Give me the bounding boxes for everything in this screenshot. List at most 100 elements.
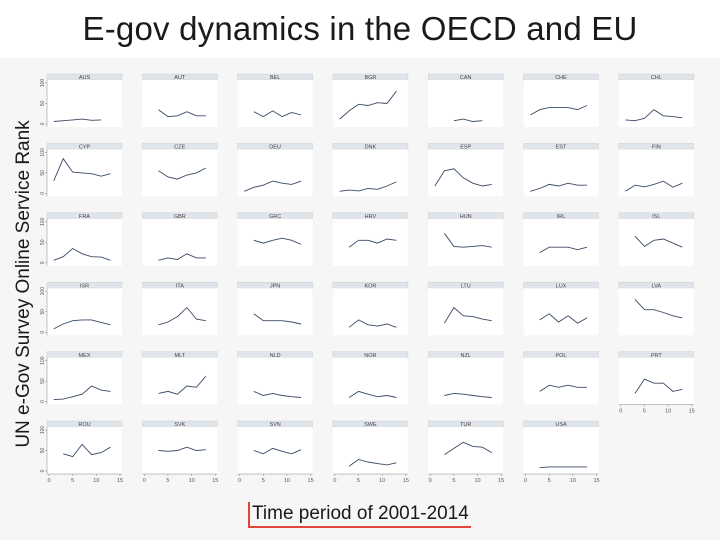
x-tick-label: 15: [403, 478, 409, 484]
x-tick-label: 0: [143, 478, 146, 484]
series-line: [53, 118, 102, 122]
panel-label: CYP: [79, 145, 91, 151]
panel-kor: KOR: [332, 281, 409, 336]
x-tick-label: 0: [238, 478, 241, 484]
panel-label: DEU: [269, 145, 281, 151]
panel-label: BGR: [364, 75, 376, 81]
panel-plot-bg: [237, 80, 313, 127]
y-tick-label: 100: [40, 356, 46, 365]
series-line: [253, 110, 302, 118]
panel-plot-bg: [47, 288, 122, 336]
panel-deu: DEU: [237, 143, 313, 197]
x-tick-label: 0: [524, 478, 527, 484]
x-tick-label: 0: [333, 478, 336, 484]
series-line: [158, 109, 206, 118]
series-line: [634, 378, 683, 394]
panel-plot-bg: [142, 357, 218, 405]
panel-plot-bg: [428, 288, 504, 336]
x-tick-label: 10: [189, 478, 195, 484]
x-tick-label: 15: [593, 478, 599, 484]
panel-bel: BEL: [237, 73, 313, 127]
panel-label: DNK: [365, 145, 377, 151]
series-line: [53, 157, 111, 182]
panel-fin: FIN: [618, 143, 695, 197]
series-line: [158, 375, 207, 395]
panel-svn: SVN 0 5 10 15: [237, 420, 314, 484]
panel-plot-bg: [142, 288, 218, 336]
panel-plot-bg: [618, 288, 694, 336]
panel-aut: AUT: [142, 73, 218, 127]
series-line: [444, 392, 492, 398]
panel-label: TUR: [460, 422, 471, 428]
panel-label: MEX: [79, 353, 91, 359]
panel-label: CHL: [651, 75, 662, 81]
panel-label: NZL: [461, 353, 471, 359]
series-line: [444, 306, 492, 324]
x-tick-label: 15: [498, 478, 504, 484]
series-line: [348, 390, 397, 398]
series-line: [530, 182, 587, 192]
y-tick-label: 0: [40, 331, 46, 334]
x-tick-label: 10: [284, 478, 290, 484]
panel-label: EST: [556, 145, 567, 151]
y-tick-label: 0: [40, 261, 46, 264]
panel-can: CAN: [427, 73, 504, 127]
panel-plot-bg: [142, 149, 218, 197]
series-line: [348, 238, 397, 248]
series-line: [253, 313, 302, 325]
panel-label: USA: [555, 422, 567, 428]
series-line: [253, 447, 302, 455]
panel-cyp: CYP 0 50 100: [40, 143, 123, 197]
panel-plot-bg: [142, 427, 218, 474]
panel-label: CZE: [174, 145, 185, 151]
panel-plot-bg: [428, 149, 504, 197]
panel-prt: PRT 0 5 10 15: [618, 351, 695, 415]
y-tick-label: 100: [40, 148, 46, 157]
panel-plot-bg: [523, 288, 599, 336]
y-tick-label: 100: [40, 426, 46, 435]
series-line: [53, 247, 111, 261]
panel-label: BEL: [270, 75, 280, 81]
x-tick-label: 0: [619, 409, 622, 415]
panel-plot-bg: [428, 218, 504, 266]
x-tick-label: 10: [93, 478, 99, 484]
series-line: [53, 319, 111, 330]
series-line: [253, 237, 302, 245]
panel-plot-bg: [523, 357, 599, 405]
series-line: [158, 167, 207, 180]
panel-label: IRL: [557, 214, 566, 220]
panel-label: SWE: [364, 422, 377, 428]
panel-plot-bg: [428, 427, 504, 474]
panel-label: JPN: [270, 283, 280, 289]
panel-label: PRT: [651, 353, 663, 359]
panel-plot-bg: [237, 427, 313, 474]
panel-irl: IRL: [523, 212, 599, 266]
panel-label: KOR: [364, 283, 376, 289]
panel-aus: AUS 0 50 100: [40, 73, 123, 127]
series-line: [625, 109, 683, 122]
series-line: [539, 246, 588, 253]
panel-plot-bg: [523, 80, 599, 127]
panel-plot-bg: [523, 427, 599, 474]
panel-label: NOR: [364, 353, 376, 359]
panel-hrv: HRV: [332, 212, 409, 266]
panel-dnk: DNK: [332, 143, 409, 197]
panel-usa: USA 0 5 10 15: [523, 420, 600, 484]
panel-chl: CHL: [618, 73, 695, 127]
panel-rou: ROU 0 50 100 0 5 10 15: [40, 420, 123, 484]
panel-plot-bg: [47, 80, 122, 127]
y-tick-label: 0: [40, 192, 46, 195]
y-tick-label: 50: [40, 170, 46, 176]
panel-bgr: BGR: [332, 73, 409, 127]
y-tick-label: 0: [40, 122, 46, 125]
series-line: [434, 168, 492, 187]
series-line: [63, 443, 111, 458]
panel-label: GBR: [174, 214, 186, 220]
series-line: [634, 235, 683, 248]
panel-label: ISR: [80, 283, 89, 289]
y-tick-label: 50: [40, 101, 46, 107]
x-tick-label: 5: [643, 409, 646, 415]
panel-label: AUT: [174, 75, 186, 81]
x-axis-label: Time period of 2001-2014: [248, 502, 471, 528]
